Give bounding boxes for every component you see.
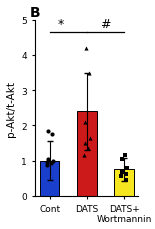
Bar — [77, 112, 97, 196]
Text: *: * — [58, 18, 64, 31]
Bar — [114, 169, 134, 196]
Text: #: # — [100, 18, 111, 31]
Bar — [40, 161, 59, 196]
Y-axis label: p-Akt/t-Akt: p-Akt/t-Akt — [6, 80, 16, 136]
Text: B: B — [30, 5, 41, 19]
